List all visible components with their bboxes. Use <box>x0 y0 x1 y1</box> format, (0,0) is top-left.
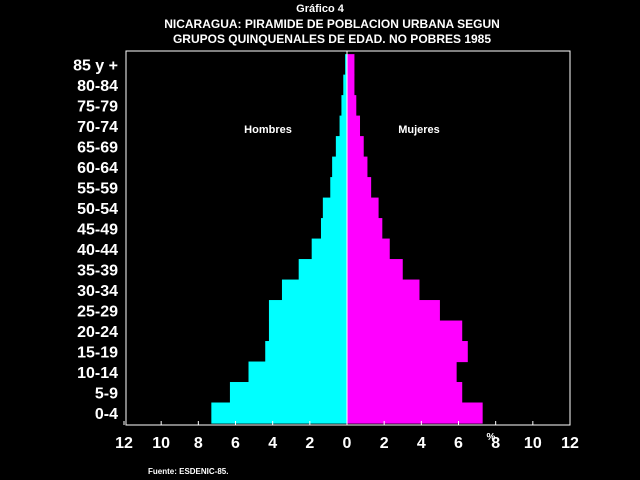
bar-men-0-4 <box>211 402 347 424</box>
bar-men-50-54 <box>322 197 347 219</box>
x-tick-label: 4 <box>268 435 277 452</box>
age-label-15-19: 15-19 <box>77 344 118 361</box>
bar-men-25-29 <box>268 300 347 322</box>
bar-women-35-39 <box>347 259 403 281</box>
bar-women-15-19 <box>347 341 468 363</box>
bar-women-20-24 <box>347 320 463 342</box>
bar-women-80-84 <box>347 74 355 96</box>
x-tick-label: 2 <box>380 435 389 452</box>
plot-frame <box>125 50 571 426</box>
bar-men-80-84 <box>343 74 347 96</box>
bar-women-30-34 <box>347 279 420 301</box>
bar-men-5-9 <box>229 382 347 404</box>
bar-men-55-59 <box>330 177 347 199</box>
chart-axes <box>123 50 571 426</box>
age-group-labels: 0-4 5-9 10-14 15-19 20-24 25-29 30-34 35-39 40-4… <box>73 57 118 422</box>
bar-women-55-59 <box>347 177 372 199</box>
bar-men-15-19 <box>265 341 347 363</box>
bar-women-70-74 <box>347 115 361 137</box>
bar-men-75-79 <box>341 95 347 117</box>
bar-women-0-4 <box>347 402 483 424</box>
bar-women-60-64 <box>347 156 368 178</box>
x-tick-label: 4 <box>417 435 426 452</box>
age-label-35-39: 35-39 <box>77 262 118 279</box>
x-unit-label: % <box>487 432 496 443</box>
bar-men-60-64 <box>332 156 347 178</box>
age-label-75-79: 75-79 <box>77 98 118 115</box>
age-label-30-34: 30-34 <box>77 283 118 300</box>
bar-women-25-29 <box>347 300 440 322</box>
x-tick-label: 8 <box>194 435 203 452</box>
age-label-65-69: 65-69 <box>77 139 118 156</box>
bar-women-50-54 <box>347 197 379 219</box>
age-label-20-24: 20-24 <box>77 324 118 341</box>
bar-women-75-79 <box>347 95 357 117</box>
age-label-5-9: 5-9 <box>95 385 118 402</box>
x-tick-label: 12 <box>115 435 133 452</box>
age-label-70-74: 70-74 <box>77 119 118 136</box>
chart-title-line1: NICARAGUA: PIRAMIDE DE POBLACION URBANA … <box>164 17 500 31</box>
source-note: Fuente: ESDENIC-85. <box>148 467 229 476</box>
bar-men-10-14 <box>248 361 347 383</box>
age-label-10-14: 10-14 <box>77 365 118 382</box>
x-tick-labels: 12 10 8 6 4 2 0 2 4 6 8 10 12 <box>115 435 579 452</box>
bar-men-45-49 <box>320 218 347 240</box>
men-bars <box>211 54 347 424</box>
x-tick-label: 2 <box>305 435 314 452</box>
x-tick-label: 10 <box>524 435 542 452</box>
bar-men-40-44 <box>311 238 347 260</box>
age-label-55-59: 55-59 <box>77 180 118 197</box>
bar-women-5-9 <box>347 382 463 404</box>
age-label-50-54: 50-54 <box>77 201 118 218</box>
age-label-25-29: 25-29 <box>77 303 118 320</box>
bar-women-85 y + <box>347 54 355 76</box>
bar-men-20-24 <box>268 320 347 342</box>
x-tick-label: 6 <box>454 435 463 452</box>
bar-men-65-69 <box>335 136 347 158</box>
bar-women-10-14 <box>347 361 457 383</box>
bar-men-85 y + <box>345 54 347 76</box>
bar-men-70-74 <box>339 115 347 137</box>
x-tick-label: 8 <box>491 435 500 452</box>
x-tick-label: 0 <box>343 435 352 452</box>
x-tick-label: 10 <box>152 435 170 452</box>
bar-women-40-44 <box>347 238 390 260</box>
x-tick-label: 6 <box>231 435 240 452</box>
legend-women: Mujeres <box>398 124 440 136</box>
bar-women-65-69 <box>347 136 364 158</box>
age-label-0-4: 0-4 <box>95 406 118 423</box>
age-label-40-44: 40-44 <box>77 242 118 259</box>
x-tick-label: 12 <box>561 435 579 452</box>
age-label-60-64: 60-64 <box>77 160 118 177</box>
bar-women-45-49 <box>347 218 383 240</box>
figure-label: Gráfico 4 <box>296 3 344 15</box>
chart-title-line2: GRUPOS QUINQUENALES DE EDAD. NO POBRES 1… <box>172 32 492 46</box>
age-label-85 y +: 85 y + <box>73 57 118 74</box>
age-label-45-49: 45-49 <box>77 221 118 238</box>
bar-men-35-39 <box>298 259 347 281</box>
legend-men: Hombres <box>244 124 292 136</box>
women-bars <box>347 54 483 424</box>
bar-men-30-34 <box>281 279 347 301</box>
age-label-80-84: 80-84 <box>77 78 118 95</box>
